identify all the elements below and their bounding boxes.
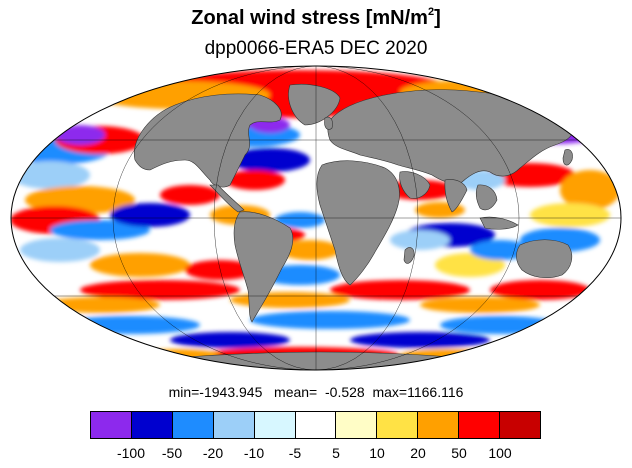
british-isles-land xyxy=(324,116,333,130)
colorbar-box xyxy=(131,412,173,438)
world-map xyxy=(10,65,622,371)
north-america-land xyxy=(133,93,282,188)
central-america-land xyxy=(209,184,245,213)
title-superscript: 2 xyxy=(427,6,435,18)
colorbar-box xyxy=(254,412,296,438)
stat-mean: mean= -0.528 xyxy=(274,384,365,400)
antarctica-land xyxy=(59,351,571,370)
colorbar-box xyxy=(500,412,540,438)
colorbar-box xyxy=(172,412,214,438)
colorbar-box xyxy=(377,412,419,438)
colorbar xyxy=(90,411,541,439)
colorbar-label: 5 xyxy=(332,445,340,461)
japan-land xyxy=(562,149,573,166)
colorbar-label: -5 xyxy=(288,445,302,461)
colorbar-label: 50 xyxy=(451,445,467,461)
stat-min: min=-1943.945 xyxy=(168,384,263,400)
meridian-line xyxy=(112,66,520,370)
graticule xyxy=(11,66,621,370)
colorbar-label: -50 xyxy=(161,445,183,461)
title-close: ] xyxy=(434,7,441,29)
colorbar-box xyxy=(91,412,132,438)
colorbar-label: 100 xyxy=(488,445,512,461)
colorbar-label: -20 xyxy=(202,445,224,461)
stat-max: max=1166.116 xyxy=(372,384,464,400)
eurasia-land xyxy=(327,89,574,184)
madagascar-land xyxy=(403,247,415,264)
colorbar-labels: -100 -50 -20 -10 -5 5 10 20 50 100 xyxy=(90,444,541,462)
colorbar-box xyxy=(213,412,255,438)
greenland-land xyxy=(288,83,341,126)
south-america-land xyxy=(233,211,294,323)
southeast-asia-land xyxy=(475,184,498,211)
arabia-land xyxy=(399,171,431,199)
indonesia-land xyxy=(479,216,519,230)
colorbar-box xyxy=(459,412,501,438)
india-land xyxy=(444,179,468,213)
colorbar-box xyxy=(336,412,378,438)
title-main: Zonal wind stress [mN/m xyxy=(191,7,428,29)
colorbar-label: -100 xyxy=(116,445,146,461)
colorbar-box xyxy=(295,412,337,438)
colorbar-box xyxy=(418,412,460,438)
colorbar-label: 20 xyxy=(410,445,426,461)
map-field xyxy=(11,66,621,370)
colorbar-label: -10 xyxy=(243,445,265,461)
field-statistics: min=-1943.945 mean= -0.528 max=1166.116 xyxy=(0,383,632,401)
meridian-line xyxy=(213,66,419,370)
australia-land xyxy=(516,239,573,279)
map-border xyxy=(10,65,622,371)
figure-subtitle: dpp0066-ERA5 DEC 2020 xyxy=(204,38,428,59)
figure-title: Zonal wind stress [mN/m2] xyxy=(0,6,632,30)
africa-land xyxy=(316,160,400,286)
colorbar-label: 10 xyxy=(369,445,385,461)
